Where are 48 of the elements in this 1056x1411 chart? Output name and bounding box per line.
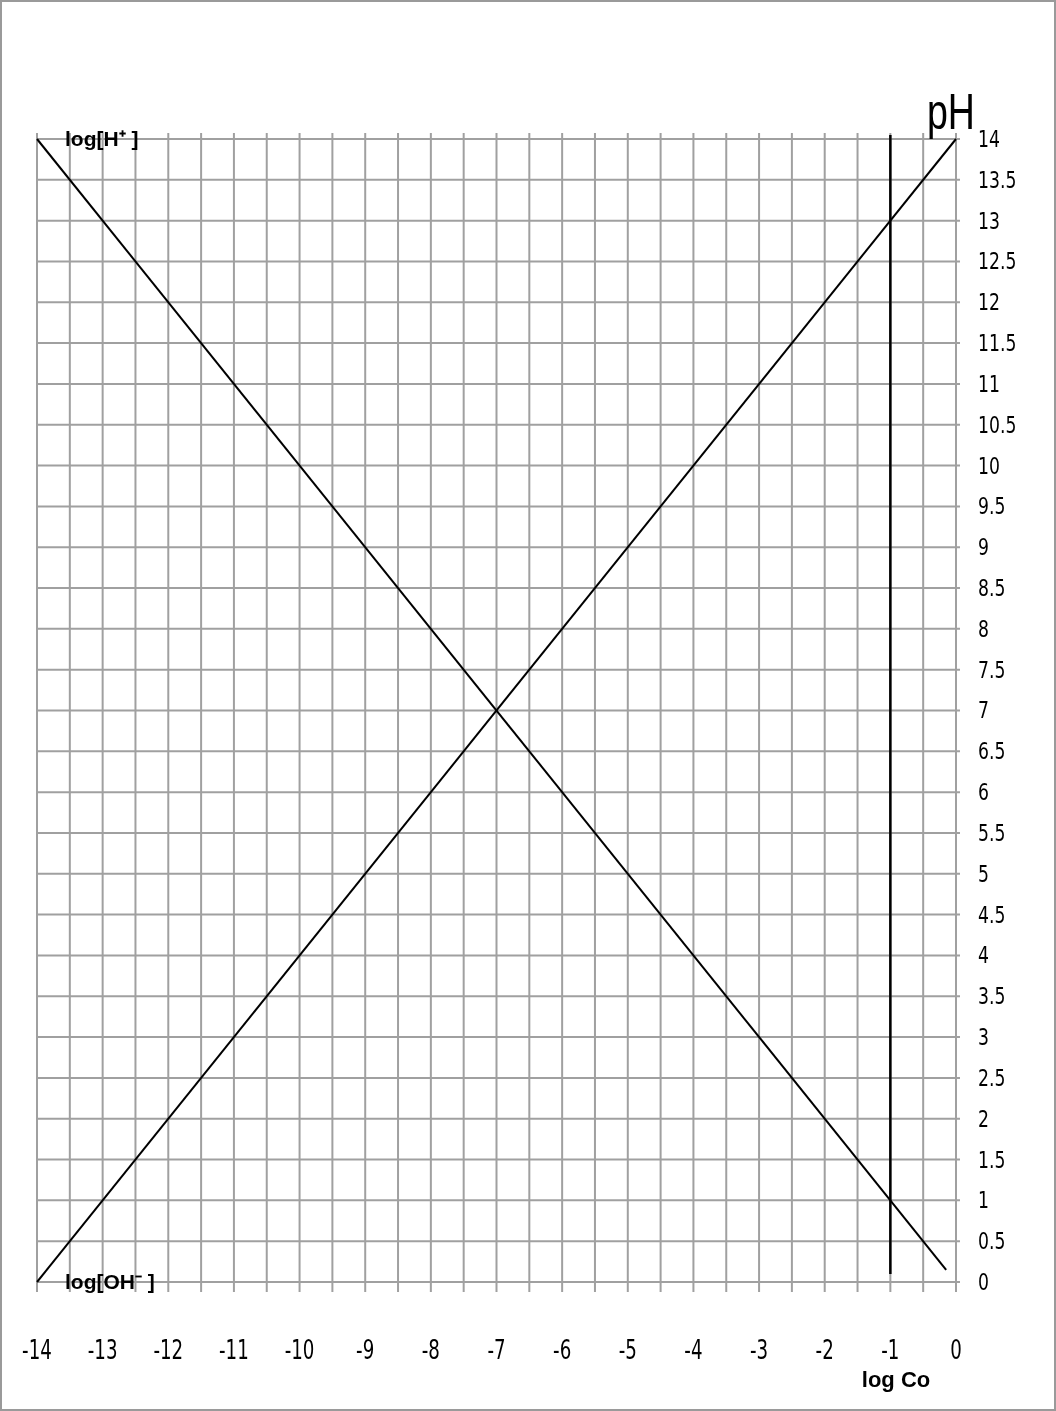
y-tick-label: 7 [978,697,989,725]
x-tick-label: -8 [421,1334,440,1366]
x-tick-label: 0 [950,1334,962,1366]
y-tick-label: 1.5 [978,1146,1006,1174]
y-tick-label: 6.5 [978,737,1006,765]
x-axis-title: log Co [861,1367,931,1392]
y-tick-label: 9.5 [978,492,1006,521]
x-tick-label: -3 [749,1334,769,1366]
y-tick-label: 3.5 [978,982,1006,1010]
y-tick-label: 4.5 [978,901,1006,929]
x-tick-label: -2 [815,1334,834,1366]
y-tick-label: 5.5 [978,819,1006,847]
x-tick-label: -10 [284,1334,315,1366]
series-label: log[OH⁻ ] [65,1270,155,1293]
y-tick-label: 7.5 [978,656,1006,684]
y-tick-label: 8 [978,615,989,643]
x-tick-label: -5 [618,1334,637,1366]
y-axis-title: pH [927,83,975,140]
y-tick-label: 6 [978,778,989,806]
y-tick-label: 0 [978,1268,989,1296]
y-tick-label: 10.5 [978,411,1017,439]
x-tick-label: -7 [487,1334,506,1366]
y-tick-label: 3 [978,1023,989,1051]
x-tick-label: -4 [684,1334,703,1366]
x-tick-label: -13 [87,1334,118,1366]
x-tick-label: -11 [219,1334,249,1366]
y-tick-label: 10 [978,452,1000,480]
y-tick-label: 5 [978,860,989,888]
y-tick-label: 11.5 [978,329,1017,357]
y-tick-label: 2 [978,1105,989,1133]
y-tick-label: 2.5 [978,1064,1006,1092]
series-label: log[H⁺ ] [65,127,139,150]
x-tick-label: -1 [881,1334,900,1366]
y-tick-label: 14 [978,125,1000,153]
x-tick-label: -12 [153,1334,184,1366]
y-tick-label: 13.5 [978,166,1017,194]
x-tick-label: -14 [22,1334,52,1366]
y-tick-label: 13 [978,207,1000,235]
x-tick-label: -9 [356,1334,375,1366]
y-tick-label: 12.5 [978,247,1017,276]
y-tick-label: 11 [978,370,1000,398]
y-tick-label: 9 [978,533,989,561]
y-tick-label: 1 [978,1186,989,1215]
x-tick-label: -6 [553,1334,572,1366]
y-tick-label: 0.5 [978,1227,1006,1255]
y-tick-label: 8.5 [978,574,1006,602]
y-tick-label: 12 [978,288,1000,316]
y-tick-label: 4 [978,941,989,970]
